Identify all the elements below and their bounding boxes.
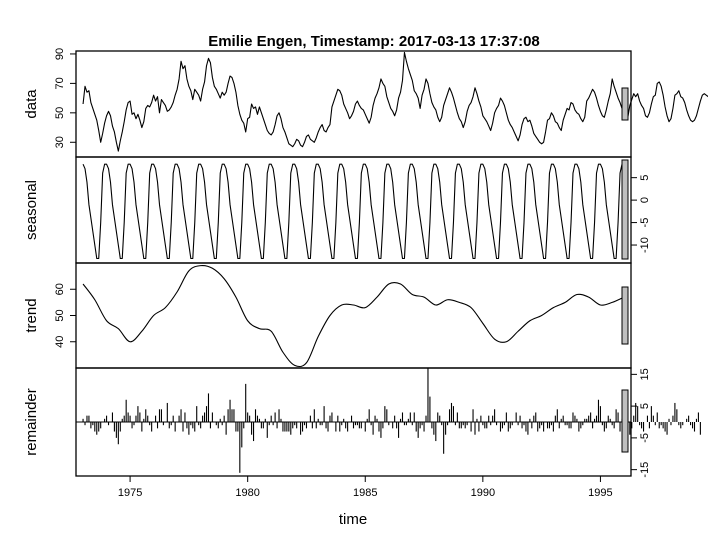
remainder-y-tick-label: -5 [639,433,651,443]
data-y-tick-label: 30 [54,136,66,148]
panel-data: 30 50 70 90 data [23,48,708,158]
trend-panel-label: trend [23,298,40,332]
remainder-y-tick-label: 5 [639,403,651,409]
seasonal-y-tick-label: -10 [639,237,651,253]
remainder-scale-bar [621,389,629,453]
panel-trend: 40 50 60 trend [23,262,632,369]
panel-seasonal: 5 0 -5 -10 seasonal [23,156,651,264]
chart-title: Emilie Engen, Timestamp: 2017-03-13 17:3… [208,33,540,50]
trend-y-tick-label: 60 [54,283,66,295]
data-panel-label: data [23,89,40,119]
data-y-tick-label: 70 [54,77,66,89]
x-axis-label: time [339,511,367,528]
seasonal-y-tick-label: 0 [639,197,651,203]
trend-y-tick-label: 40 [54,336,66,348]
x-tick-label: 1980 [235,487,259,499]
x-tick-label: 1975 [118,487,142,499]
trend-scale-bar [621,286,629,345]
remainder-y-tick-label: -15 [639,462,651,478]
remainder-y-tick-label: 15 [639,368,651,380]
data-y-tick-label: 90 [54,48,66,60]
remainder-panel-label: remainder [23,388,40,456]
seasonal-y-tick-label: -5 [639,218,651,228]
seasonal-panel-label: seasonal [23,180,40,240]
x-axis: 1975 1980 1985 1990 1995 [118,476,613,499]
x-tick-label: 1990 [471,487,495,499]
x-tick-label: 1985 [353,487,377,499]
trend-series-line [82,264,625,368]
trend-y-tick-label: 50 [54,309,66,321]
data-series-line [82,51,708,152]
data-y-tick-label: 50 [54,107,66,119]
panel-remainder: 15 5 -5 -15 remainder [23,367,701,478]
data-panel-frame [75,50,632,158]
x-tick-label: 1995 [588,487,612,499]
seasonal-scale-bar [621,159,629,260]
seasonal-y-tick-label: 5 [639,175,651,181]
seasonal-series-line [82,163,624,260]
data-scale-bar [621,87,629,121]
panels-group: 30507090data50-5-10seasonal405060trend15… [23,48,708,478]
trend-panel-frame [75,262,632,369]
